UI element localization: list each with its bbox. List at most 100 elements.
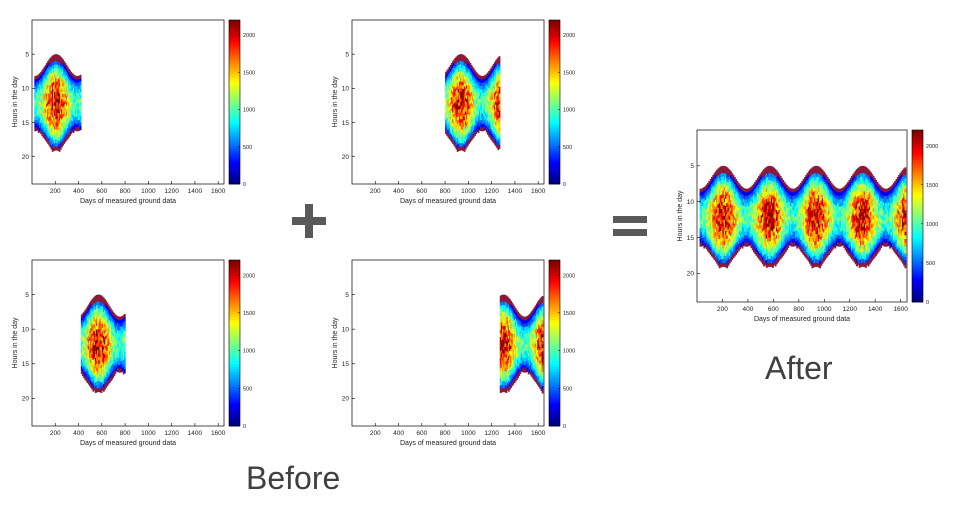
heatmap-cell	[528, 341, 531, 346]
heatmap-cell	[94, 385, 97, 390]
heatmap-cell	[102, 321, 105, 327]
heatmap-cell	[82, 361, 84, 366]
heatmap-cell	[497, 98, 500, 103]
heatmap-cell	[45, 127, 48, 132]
colorbar-step	[549, 86, 560, 90]
heatmap-cell	[111, 341, 113, 346]
heatmap-cell	[540, 321, 543, 326]
heatmap-cell	[497, 118, 500, 123]
heatmap-cell	[466, 129, 468, 134]
heatmap-cell	[489, 130, 492, 135]
heatmap-cell	[709, 200, 712, 205]
heatmap-cell	[109, 311, 112, 316]
heatmap-cell	[78, 123, 81, 128]
heatmap-cell	[490, 71, 493, 76]
colorbar-step	[549, 288, 560, 292]
heatmap-cell	[717, 204, 720, 209]
heatmap-cell	[118, 320, 120, 325]
heatmap-cell	[700, 195, 703, 200]
heatmap-cell	[498, 62, 501, 67]
heatmap-cell	[93, 376, 96, 381]
heatmap-cell	[43, 111, 46, 116]
heatmap-cell	[733, 230, 736, 235]
heatmap-cell	[37, 84, 40, 89]
heatmap-cell	[61, 136, 63, 141]
heatmap-cell	[450, 114, 453, 119]
heatmap-cell	[498, 107, 501, 112]
heatmap-cell	[736, 213, 739, 218]
colorbar-step	[229, 45, 240, 49]
heatmap-cell	[502, 322, 504, 327]
heatmap-cell	[107, 335, 110, 340]
heatmap-cell	[541, 351, 544, 356]
heatmap-cell	[708, 191, 711, 196]
heatmap-cell	[50, 107, 53, 112]
heatmap-cell	[709, 243, 712, 248]
heatmap-cell	[61, 85, 63, 90]
heatmap-cell	[87, 321, 90, 326]
heatmap-cell	[105, 373, 108, 378]
heatmap-cell	[739, 191, 741, 196]
heatmap-cell	[704, 243, 707, 248]
heatmap-cell	[488, 122, 490, 127]
heatmap-cell	[86, 306, 89, 311]
heatmap-cell	[513, 334, 516, 339]
heatmap-cell	[91, 357, 94, 363]
heatmap-cell	[742, 209, 745, 214]
heatmap-cell	[490, 122, 493, 127]
heatmap-cell	[746, 206, 749, 211]
heatmap-cell	[709, 236, 712, 241]
heatmap-cell	[505, 361, 508, 366]
heatmap-cell	[76, 120, 78, 125]
heatmap-cell	[758, 211, 760, 217]
colorbar-step	[229, 384, 240, 388]
heatmap-cell	[468, 112, 471, 117]
heatmap-cell	[746, 188, 749, 193]
heatmap-cell	[507, 356, 510, 361]
heatmap-cell	[732, 196, 735, 201]
heatmap-cell	[455, 94, 458, 99]
heatmap-cell	[527, 363, 530, 368]
heatmap-cell	[86, 368, 89, 373]
heatmap-cell	[500, 326, 503, 331]
heatmap-cell	[731, 223, 734, 228]
heatmap-cell	[96, 322, 98, 327]
heatmap-cell	[59, 118, 62, 123]
heatmap-cell	[758, 222, 760, 227]
heatmap-cell	[120, 354, 123, 359]
heatmap-cell	[56, 105, 59, 110]
colorbar-step	[549, 392, 560, 396]
heatmap-cell	[709, 182, 712, 187]
heatmap-cell	[461, 61, 464, 66]
heatmap-cell	[747, 224, 750, 229]
heatmap-cell	[524, 327, 526, 332]
heatmap-cell	[716, 241, 718, 246]
heatmap-cell	[531, 342, 533, 347]
heatmap-cell	[742, 216, 745, 221]
heatmap-cell	[510, 335, 513, 340]
heatmap-cell	[759, 174, 762, 179]
heatmap-cell	[723, 216, 726, 221]
heatmap-cell	[519, 324, 522, 329]
heatmap-cell	[486, 89, 489, 94]
heatmap-cell	[716, 173, 718, 178]
heatmap-cell	[99, 336, 102, 341]
heatmap-cell	[509, 337, 511, 342]
heatmap-cell	[699, 195, 702, 201]
heatmap-cell	[713, 173, 716, 178]
heatmap-cell	[121, 319, 124, 324]
heatmap-cell	[91, 340, 94, 345]
heatmap-cell	[759, 242, 762, 247]
heatmap-cell	[750, 197, 753, 202]
heatmap-cell	[725, 245, 727, 250]
heatmap-cell	[91, 330, 94, 335]
heatmap-cell	[38, 117, 41, 122]
heatmap-cell	[120, 337, 123, 342]
heatmap-cell	[500, 353, 503, 358]
heatmap-cell	[491, 82, 494, 87]
heatmap-cell	[711, 177, 713, 182]
heatmap-cell	[91, 354, 94, 359]
heatmap-cell	[83, 373, 85, 379]
heatmap-cell	[725, 166, 727, 171]
heatmap-cell	[107, 332, 110, 337]
